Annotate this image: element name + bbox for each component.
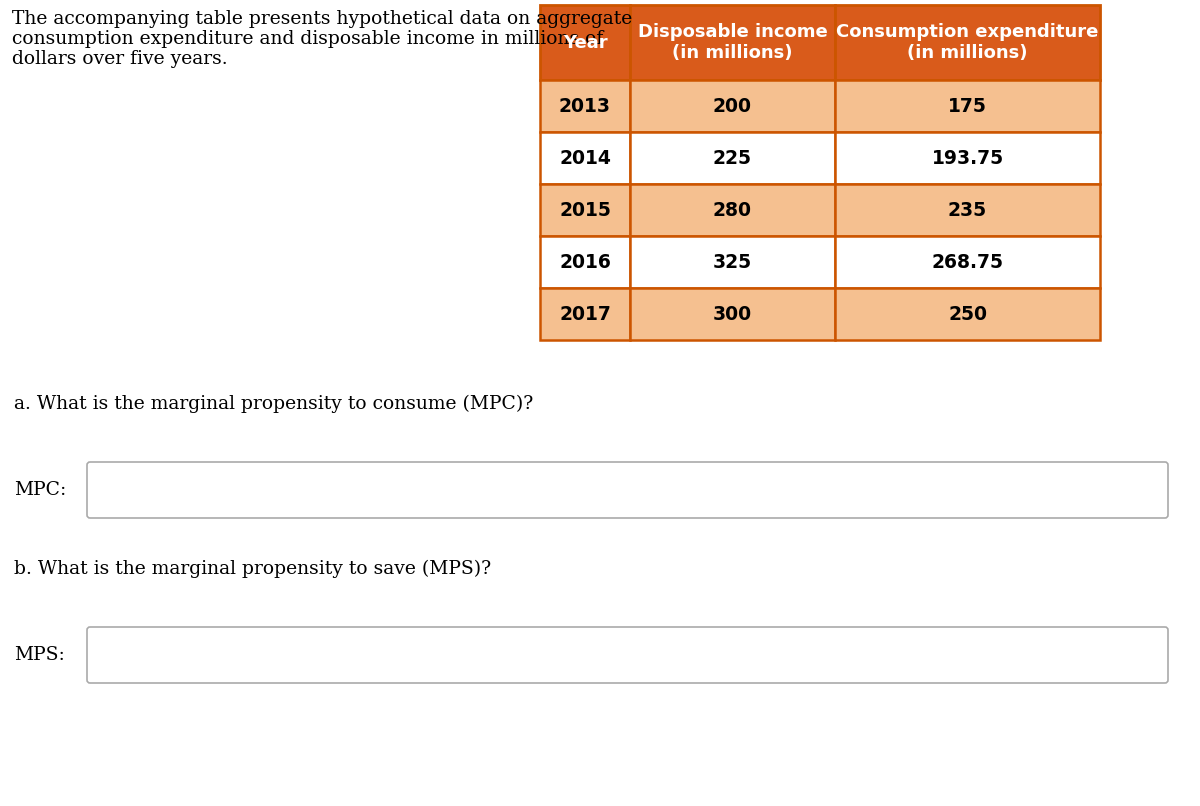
Text: 175: 175 bbox=[948, 97, 986, 115]
Text: 2013: 2013 bbox=[559, 97, 611, 115]
FancyBboxPatch shape bbox=[630, 80, 835, 132]
Text: b. What is the marginal propensity to save (MPS)?: b. What is the marginal propensity to sa… bbox=[14, 560, 491, 578]
Text: 2017: 2017 bbox=[559, 305, 611, 323]
FancyBboxPatch shape bbox=[540, 132, 630, 184]
Text: 2014: 2014 bbox=[559, 148, 611, 168]
FancyBboxPatch shape bbox=[835, 184, 1100, 236]
FancyBboxPatch shape bbox=[540, 184, 630, 236]
FancyBboxPatch shape bbox=[540, 288, 630, 340]
FancyBboxPatch shape bbox=[88, 462, 1168, 518]
FancyBboxPatch shape bbox=[835, 236, 1100, 288]
FancyBboxPatch shape bbox=[630, 132, 835, 184]
Text: 235: 235 bbox=[948, 201, 988, 219]
Text: 2015: 2015 bbox=[559, 201, 611, 219]
Text: 325: 325 bbox=[713, 252, 752, 272]
FancyBboxPatch shape bbox=[540, 236, 630, 288]
FancyBboxPatch shape bbox=[630, 288, 835, 340]
Text: Consumption expenditure
(in millions): Consumption expenditure (in millions) bbox=[836, 23, 1099, 62]
FancyBboxPatch shape bbox=[630, 5, 835, 80]
FancyBboxPatch shape bbox=[835, 80, 1100, 132]
Text: dollars over five years.: dollars over five years. bbox=[12, 50, 228, 68]
Text: 280: 280 bbox=[713, 201, 752, 219]
Text: MPS:: MPS: bbox=[14, 646, 65, 664]
Text: MPC:: MPC: bbox=[14, 481, 66, 499]
Text: 225: 225 bbox=[713, 148, 752, 168]
Text: consumption expenditure and disposable income in millions of: consumption expenditure and disposable i… bbox=[12, 30, 604, 48]
Text: 300: 300 bbox=[713, 305, 752, 323]
FancyBboxPatch shape bbox=[540, 5, 630, 80]
Text: 193.75: 193.75 bbox=[931, 148, 1003, 168]
FancyBboxPatch shape bbox=[835, 288, 1100, 340]
FancyBboxPatch shape bbox=[540, 80, 630, 132]
FancyBboxPatch shape bbox=[88, 627, 1168, 683]
Text: The accompanying table presents hypothetical data on aggregate: The accompanying table presents hypothet… bbox=[12, 10, 632, 28]
FancyBboxPatch shape bbox=[835, 132, 1100, 184]
Text: Disposable income
(in millions): Disposable income (in millions) bbox=[637, 23, 827, 62]
Text: 2016: 2016 bbox=[559, 252, 611, 272]
FancyBboxPatch shape bbox=[630, 236, 835, 288]
Text: 268.75: 268.75 bbox=[931, 252, 1003, 272]
Text: Year: Year bbox=[563, 34, 607, 52]
Text: 250: 250 bbox=[948, 305, 986, 323]
FancyBboxPatch shape bbox=[630, 184, 835, 236]
Text: 200: 200 bbox=[713, 97, 752, 115]
FancyBboxPatch shape bbox=[835, 5, 1100, 80]
Text: a. What is the marginal propensity to consume (MPC)?: a. What is the marginal propensity to co… bbox=[14, 395, 533, 413]
